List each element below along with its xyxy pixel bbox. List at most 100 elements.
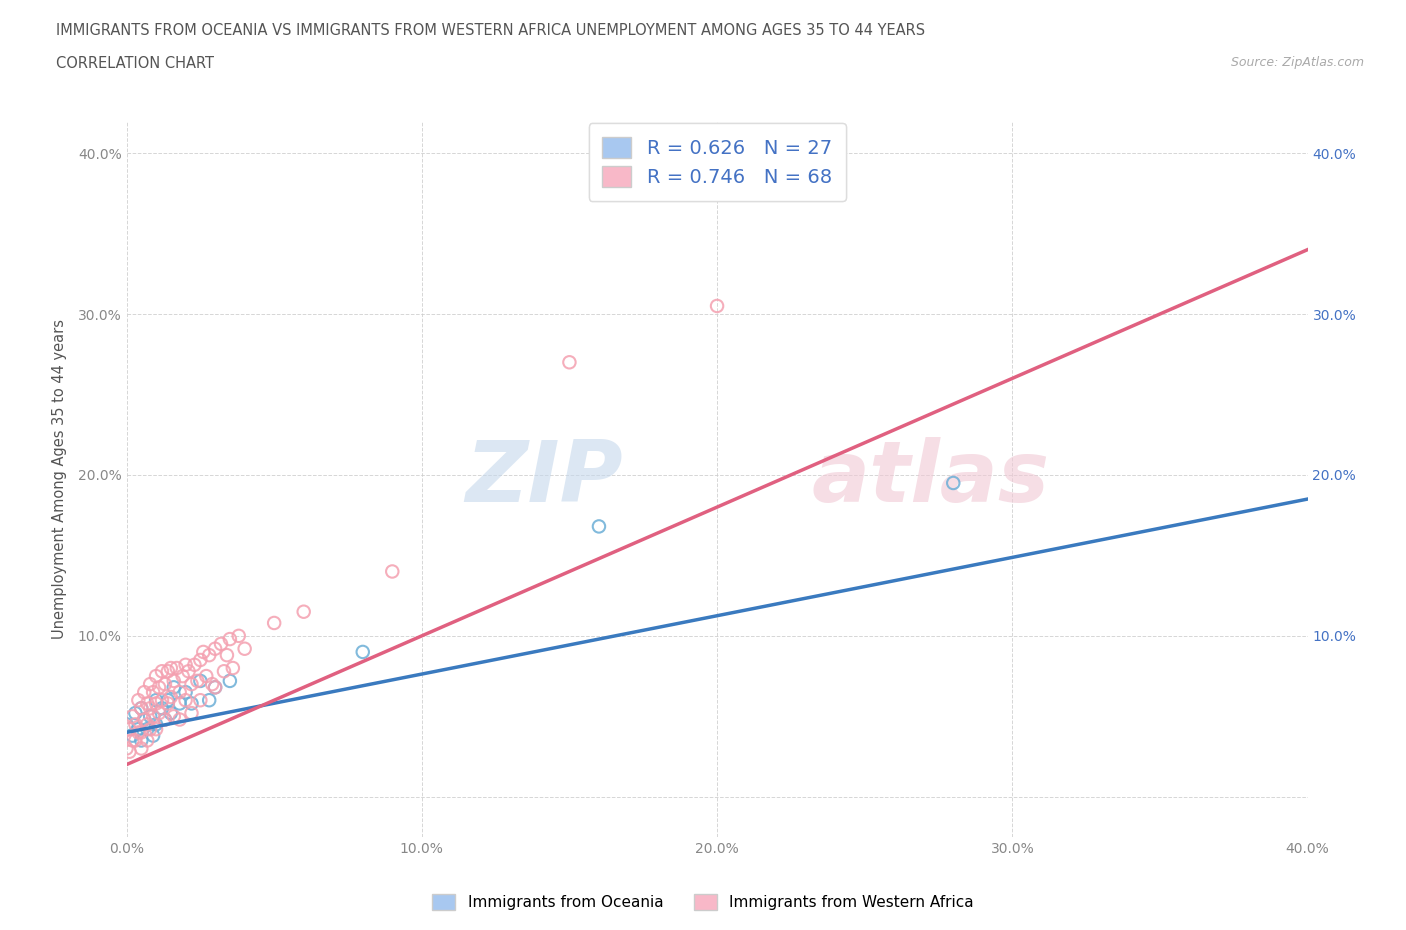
Point: [145, 717, 167, 732]
Point: [163, 680, 186, 695]
Point: [263, 616, 285, 631]
Point: [188, 673, 211, 688]
Point: [150, 693, 173, 708]
Point: [129, 741, 153, 756]
Point: [558, 355, 581, 370]
Point: [121, 709, 143, 724]
Point: [145, 693, 167, 708]
Point: [219, 631, 242, 646]
Point: [292, 604, 315, 619]
Point: [188, 693, 211, 708]
Point: [127, 725, 149, 740]
Point: [174, 658, 197, 672]
Point: [159, 689, 183, 704]
Point: [134, 712, 156, 727]
Point: [183, 658, 205, 672]
Point: [193, 644, 215, 659]
Point: [124, 717, 146, 732]
Point: [180, 677, 202, 692]
Point: [153, 712, 176, 727]
Point: [186, 673, 208, 688]
Point: [139, 677, 162, 692]
Point: [156, 693, 179, 708]
Point: [381, 564, 404, 578]
Point: [124, 733, 146, 748]
Point: [169, 684, 191, 699]
Point: [129, 725, 153, 740]
Point: [177, 664, 200, 679]
Point: [588, 519, 610, 534]
Point: [706, 299, 728, 313]
Point: [188, 653, 211, 668]
Point: [201, 677, 224, 692]
Point: [127, 722, 149, 737]
Point: [233, 642, 256, 657]
Point: [352, 644, 374, 659]
Point: [121, 733, 143, 748]
Point: [174, 693, 197, 708]
Y-axis label: Unemployment Among Ages 35 to 44 years: Unemployment Among Ages 35 to 44 years: [52, 319, 66, 639]
Point: [145, 722, 167, 737]
Point: [115, 741, 138, 756]
Point: [174, 684, 197, 699]
Point: [136, 733, 159, 748]
Point: [145, 696, 167, 711]
Point: [195, 669, 218, 684]
Point: [118, 722, 141, 737]
Point: [222, 660, 245, 675]
Point: [166, 660, 188, 675]
Point: [145, 669, 167, 684]
Text: IMMIGRANTS FROM OCEANIA VS IMMIGRANTS FROM WESTERN AFRICA UNEMPLOYMENT AMONG AGE: IMMIGRANTS FROM OCEANIA VS IMMIGRANTS FR…: [56, 23, 925, 38]
Point: [204, 642, 226, 657]
Point: [124, 706, 146, 721]
Point: [139, 701, 162, 716]
Point: [134, 684, 156, 699]
Point: [180, 706, 202, 721]
Point: [156, 664, 179, 679]
Point: [212, 664, 235, 679]
Point: [172, 669, 194, 684]
Point: [136, 717, 159, 732]
Point: [228, 629, 250, 644]
Point: [142, 684, 165, 699]
Text: ZIP: ZIP: [465, 437, 623, 521]
Point: [198, 693, 221, 708]
Text: CORRELATION CHART: CORRELATION CHART: [56, 56, 214, 71]
Point: [139, 709, 162, 724]
Point: [198, 647, 221, 662]
Point: [148, 706, 170, 721]
Point: [219, 673, 242, 688]
Point: [142, 709, 165, 724]
Point: [169, 696, 191, 711]
Point: [115, 717, 138, 732]
Point: [150, 701, 173, 716]
Point: [136, 722, 159, 737]
Point: [127, 693, 149, 708]
Point: [156, 696, 179, 711]
Point: [163, 673, 186, 688]
Point: [180, 696, 202, 711]
Point: [150, 664, 173, 679]
Point: [139, 722, 162, 737]
Point: [204, 680, 226, 695]
Point: [118, 744, 141, 759]
Point: [159, 706, 183, 721]
Point: [204, 680, 226, 695]
Legend: R = 0.626   N = 27, R = 0.746   N = 68: R = 0.626 N = 27, R = 0.746 N = 68: [589, 124, 845, 201]
Point: [121, 728, 143, 743]
Point: [163, 709, 186, 724]
Point: [134, 712, 156, 727]
Point: [153, 677, 176, 692]
Point: [942, 475, 965, 490]
Text: Source: ZipAtlas.com: Source: ZipAtlas.com: [1230, 56, 1364, 69]
Point: [136, 696, 159, 711]
Legend: Immigrants from Oceania, Immigrants from Western Africa: Immigrants from Oceania, Immigrants from…: [425, 886, 981, 918]
Text: atlas: atlas: [811, 437, 1050, 521]
Point: [159, 660, 183, 675]
Point: [129, 701, 153, 716]
Point: [153, 712, 176, 727]
Point: [142, 728, 165, 743]
Point: [169, 712, 191, 727]
Point: [209, 636, 232, 651]
Point: [129, 701, 153, 716]
